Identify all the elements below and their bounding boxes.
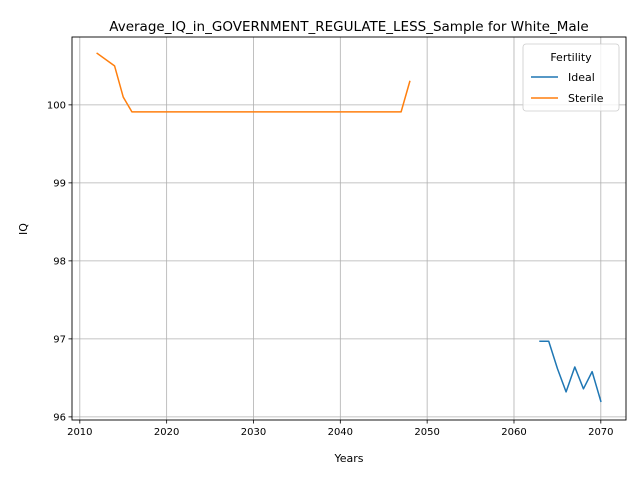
y-tick-label-97: 97 [53,334,66,345]
y-tick-label-99: 99 [53,178,66,189]
legend-label-ideal: Ideal [568,71,595,84]
x-tick-label-2030: 2030 [241,427,266,438]
x-tick-label-2010: 2010 [67,427,92,438]
y-tick-label-96: 96 [53,412,66,423]
legend-title: Fertility [550,51,592,64]
x-tick-label-2060: 2060 [501,427,526,438]
y-tick-label-98: 98 [53,256,66,267]
legend: Fertility Ideal Sterile [523,44,619,111]
y-axis-label: IQ [17,223,30,235]
y-tick-label-100: 100 [47,100,66,111]
x-axis-label: Years [333,452,363,465]
x-tick-label-2070: 2070 [588,427,613,438]
legend-label-sterile: Sterile [568,92,604,105]
x-tick-label-2040: 2040 [328,427,353,438]
chart-title: Average_IQ_in_GOVERNMENT_REGULATE_LESS_S… [109,19,588,35]
x-tick-label-2020: 2020 [154,427,179,438]
x-tick-label-2050: 2050 [414,427,439,438]
